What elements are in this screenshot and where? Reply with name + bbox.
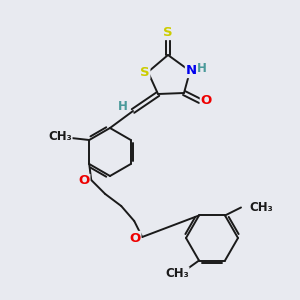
Text: CH₃: CH₃ <box>249 201 273 214</box>
Text: H: H <box>118 100 128 112</box>
Text: CH₃: CH₃ <box>165 267 189 280</box>
Text: O: O <box>200 94 211 107</box>
Text: O: O <box>130 232 141 244</box>
Text: N: N <box>185 64 197 77</box>
Text: H: H <box>197 62 207 76</box>
Text: S: S <box>140 65 150 79</box>
Text: S: S <box>163 26 173 40</box>
Text: O: O <box>56 131 67 145</box>
Text: O: O <box>79 175 90 188</box>
Text: CH₃: CH₃ <box>48 130 72 142</box>
